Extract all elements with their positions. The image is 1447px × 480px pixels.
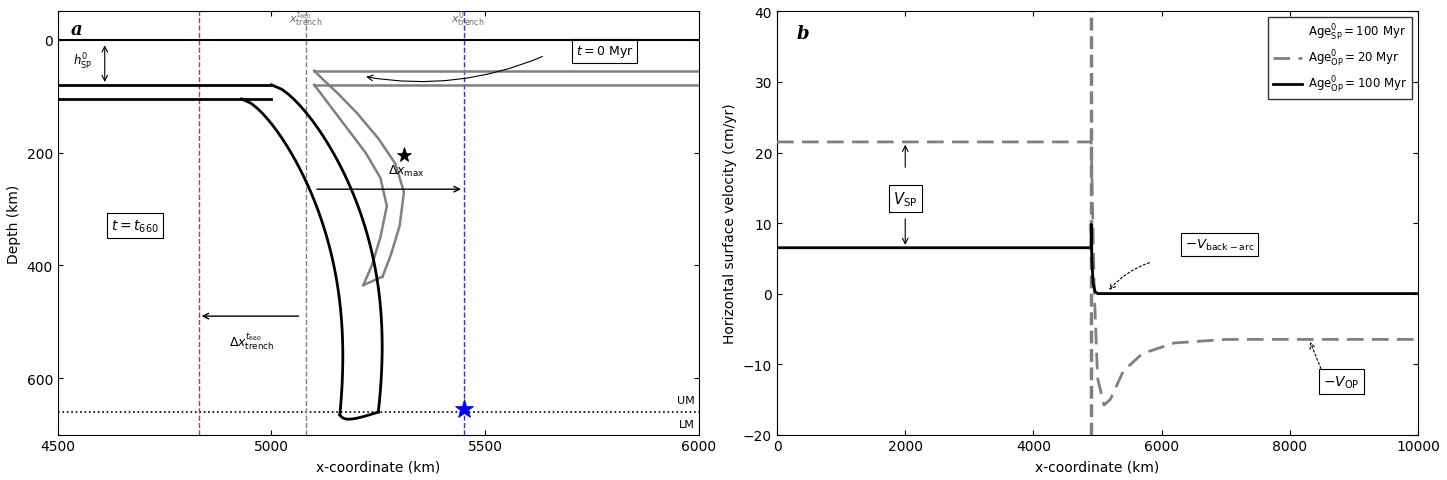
Y-axis label: Horizontal surface velocity (cm/yr): Horizontal surface velocity (cm/yr) [724, 104, 738, 344]
Text: $t = t_{660}$: $t = t_{660}$ [111, 218, 159, 235]
Text: $x^{t_{660}}_{\mathrm{trench}}$: $x^{t_{660}}_{\mathrm{trench}}$ [289, 10, 323, 29]
Text: a: a [71, 21, 82, 39]
Text: $\Delta x^{t_{660}}_{\mathrm{trench}}$: $\Delta x^{t_{660}}_{\mathrm{trench}}$ [230, 331, 275, 351]
Text: LM: LM [679, 420, 695, 430]
Text: $V_{\mathrm{SP}}$: $V_{\mathrm{SP}}$ [893, 190, 917, 208]
Text: $t = 0\ \mathrm{Myr}$: $t = 0\ \mathrm{Myr}$ [576, 44, 634, 60]
X-axis label: x-coordinate (km): x-coordinate (km) [315, 459, 440, 473]
Text: UM: UM [677, 396, 695, 406]
X-axis label: x-coordinate (km): x-coordinate (km) [1036, 459, 1159, 473]
Text: $-V_{\mathrm{OP}}$: $-V_{\mathrm{OP}}$ [1323, 374, 1359, 390]
Legend: $\mathrm{Age^0_{SP} = 100\ Myr}$, $\mathrm{Age^0_{OP} = 20\ Myr}$, $\mathrm{Age^: $\mathrm{Age^0_{SP} = 100\ Myr}$, $\math… [1268, 18, 1412, 100]
Text: $\Delta x_{\mathrm{max}}$: $\Delta x_{\mathrm{max}}$ [388, 164, 424, 179]
Y-axis label: Depth (km): Depth (km) [7, 184, 20, 263]
Text: $x^0_{\mathrm{trench}}$: $x^0_{\mathrm{trench}}$ [451, 10, 485, 29]
Text: $-V_{\mathrm{back-arc}}$: $-V_{\mathrm{back-arc}}$ [1185, 237, 1255, 252]
Text: $h^0_{\mathrm{SP}}$: $h^0_{\mathrm{SP}}$ [72, 52, 93, 72]
Text: b: b [796, 25, 809, 43]
